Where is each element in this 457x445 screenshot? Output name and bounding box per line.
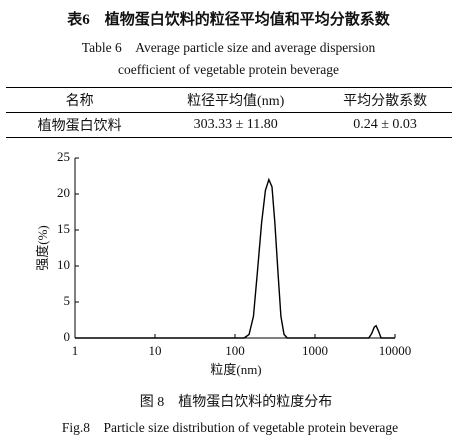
header-cell: 名称 <box>65 94 94 109</box>
table-caption-en: Table 6 Average particle size and averag… <box>81 40 376 55</box>
y-tick-label: 20 <box>57 185 70 200</box>
y-tick-label: 25 <box>57 149 70 164</box>
y-tick-label: 10 <box>57 257 70 272</box>
figure-caption-cn: 图 8 植物蛋白饮料的粒度分布 <box>140 394 333 410</box>
x-tick-label: 1000 <box>302 343 328 358</box>
table-caption-en: coefficient of vegetable protein beverag… <box>118 62 339 77</box>
table-header: 名称 粒径平均值(nm) 平均分散系数 <box>6 88 452 113</box>
table-row: 植物蛋白饮料 303.33 ± 11.80 0.24 ± 0.03 <box>6 113 452 138</box>
x-tick-label: 1 <box>72 343 79 358</box>
header-cell: 平均分散系数 <box>343 94 428 109</box>
header-cell: 粒径平均值(nm) <box>187 94 285 109</box>
cell: 植物蛋白饮料 <box>37 119 122 134</box>
y-tick-label: 0 <box>64 329 71 344</box>
x-axis-label: 粒度(nm) <box>210 362 261 377</box>
figure-caption-en: Fig.8 Particle size distribution of vege… <box>62 420 398 435</box>
y-tick-label: 5 <box>64 293 71 308</box>
x-tick-label: 100 <box>225 343 245 358</box>
y-axis-label: 强度(%) <box>35 225 50 271</box>
y-tick-label: 15 <box>57 221 70 236</box>
cell: 0.24 ± 0.03 <box>353 117 417 132</box>
table-caption-cn: 表6 植物蛋白饮料的粒径平均值和平均分散系数 <box>67 12 390 28</box>
table: 名称 粒径平均值(nm) 平均分散系数 植物蛋白饮料 303.33 ± 11.8… <box>6 87 452 138</box>
x-tick-label: 10 <box>149 343 162 358</box>
data-line <box>75 177 395 339</box>
cell: 303.33 ± 11.80 <box>193 117 278 132</box>
x-tick-label: 10000 <box>379 343 412 358</box>
